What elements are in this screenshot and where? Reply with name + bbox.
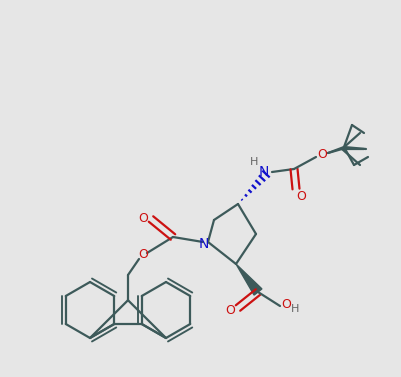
Polygon shape — [236, 264, 262, 295]
Text: O: O — [225, 303, 235, 317]
Text: N: N — [259, 165, 269, 179]
Text: O: O — [281, 297, 291, 311]
Text: O: O — [138, 248, 148, 262]
Text: O: O — [296, 190, 306, 204]
Text: O: O — [138, 213, 148, 225]
Text: H: H — [250, 157, 258, 167]
Text: H: H — [291, 304, 299, 314]
Text: N: N — [199, 237, 209, 251]
Text: O: O — [317, 149, 327, 161]
